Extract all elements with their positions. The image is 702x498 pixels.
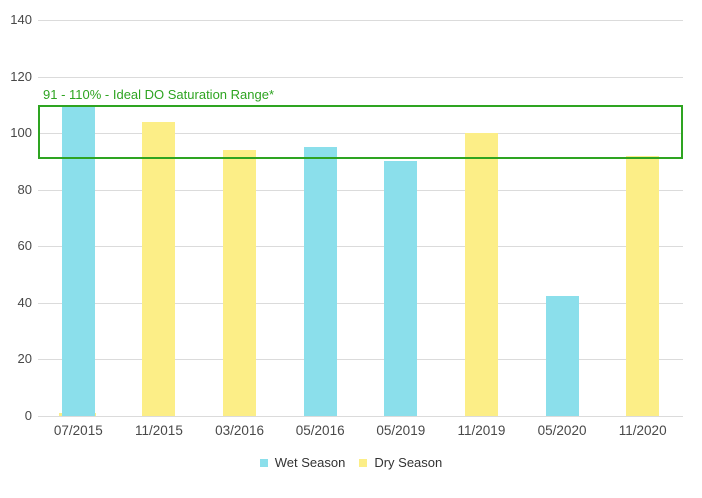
y-tick-label-100: 100 — [10, 125, 32, 141]
legend-swatch-wet-season — [259, 458, 268, 467]
x-tick-label-05-2019: 05/2019 — [376, 423, 426, 438]
legend-label: Wet Season — [274, 455, 346, 470]
gridline-60 — [38, 246, 683, 248]
legend-label: Dry Season — [374, 455, 443, 470]
x-tick-label-07-2015: 07/2015 — [53, 423, 103, 438]
y-tick-label-60: 60 — [17, 238, 32, 254]
x-tick-label-11-2015: 11/2015 — [135, 423, 183, 438]
legend-swatch-dry-season — [359, 458, 368, 467]
gridline-100 — [38, 133, 683, 135]
x-tick-label-03-2016: 03/2016 — [215, 423, 264, 438]
legend-item-dry-season[interactable]: Dry Season — [359, 455, 442, 470]
x-tick-label-05-2020: 05/2020 — [537, 423, 587, 438]
gridline-40 — [38, 302, 683, 304]
ideal-range-annotation: 91 - 110% - Ideal DO Saturation Range* — [43, 86, 275, 102]
gridline-20 — [38, 359, 683, 361]
legend-item-wet-season[interactable]: Wet Season — [259, 455, 346, 470]
y-tick-label-120: 120 — [10, 68, 32, 84]
ideal-range-rect — [38, 104, 683, 159]
bar-11-2019-dry-season[interactable] — [464, 133, 498, 416]
y-tick-label-0: 0 — [24, 408, 32, 423]
bar-05-2019-wet-season[interactable] — [384, 161, 418, 416]
bar-11-2020-dry-season[interactable] — [626, 155, 660, 416]
y-tick-label-20: 20 — [17, 351, 32, 367]
y-tick-label-80: 80 — [17, 181, 32, 197]
y-tick-label-40: 40 — [17, 294, 32, 310]
bar-05-2016-wet-season[interactable] — [303, 147, 337, 416]
bar-03-2016-dry-season[interactable] — [223, 150, 257, 416]
bar-11-2015-dry-season[interactable] — [142, 121, 176, 416]
x-tick-label-11-2020: 11/2020 — [618, 423, 667, 438]
gridline-0 — [38, 416, 683, 417]
gridline-120 — [38, 76, 683, 78]
gridline-140 — [38, 20, 683, 21]
x-tick-label-05-2016: 05/2016 — [295, 423, 345, 438]
legend: Wet Season Dry Season — [0, 455, 702, 470]
y-tick-label-140: 140 — [10, 12, 32, 27]
gridline-80 — [38, 189, 683, 191]
plot-area: 91 - 110% - Ideal DO Saturation Range* — [38, 20, 683, 417]
bar-05-2020-wet-season[interactable] — [545, 295, 579, 416]
x-tick-label-11-2019: 11/2019 — [457, 423, 506, 438]
